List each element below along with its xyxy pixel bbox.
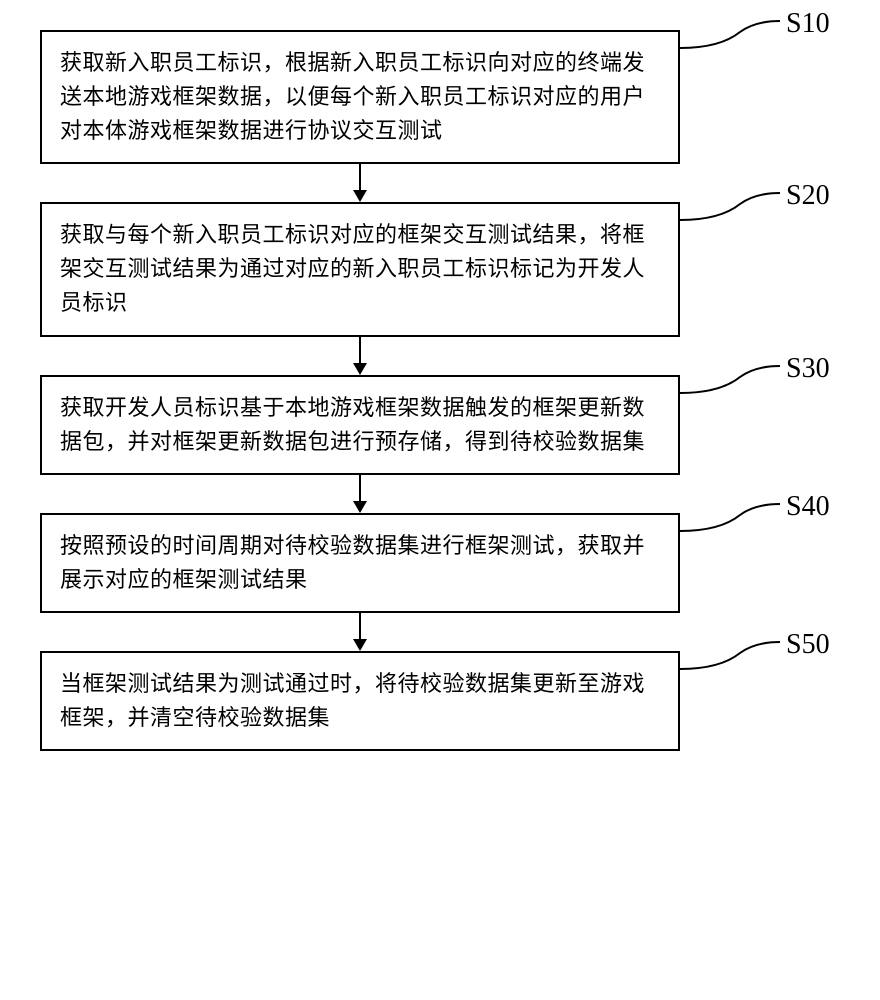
step-row: S40 按照预设的时间周期对待校验数据集进行框架测试，获取并展示对应的框架测试结… [40,513,840,613]
step-box: 获取新入职员工标识，根据新入职员工标识向对应的终端发送本地游戏框架数据，以便每个… [40,30,680,164]
arrow-down [40,337,680,375]
arrow-down [40,164,680,202]
step-box: 获取开发人员标识基于本地游戏框架数据触发的框架更新数据包，并对框架更新数据包进行… [40,375,680,475]
step-box: 获取与每个新入职员工标识对应的框架交互测试结果，将框架交互测试结果为通过对应的新… [40,202,680,336]
step-row: S30 获取开发人员标识基于本地游戏框架数据触发的框架更新数据包，并对框架更新数… [40,375,840,475]
step-label: S50 [786,629,830,661]
step-label: S10 [786,8,830,40]
arrow-down [40,475,680,513]
step-row: S20 获取与每个新入职员工标识对应的框架交互测试结果，将框架交互测试结果为通过… [40,202,840,336]
step-row: S10 获取新入职员工标识，根据新入职员工标识向对应的终端发送本地游戏框架数据，… [40,30,840,164]
arrow-down [40,613,680,651]
step-label: S40 [786,491,830,523]
step-label: S30 [786,353,830,385]
step-row: S50 当框架测试结果为测试通过时，将待校验数据集更新至游戏框架，并清空待校验数… [40,651,840,751]
step-box: 当框架测试结果为测试通过时，将待校验数据集更新至游戏框架，并清空待校验数据集 [40,651,680,751]
step-label: S20 [786,180,830,212]
step-box: 按照预设的时间周期对待校验数据集进行框架测试，获取并展示对应的框架测试结果 [40,513,680,613]
flowchart-container: S10 获取新入职员工标识，根据新入职员工标识向对应的终端发送本地游戏框架数据，… [40,30,840,751]
